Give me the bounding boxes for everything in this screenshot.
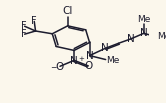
Text: N: N (127, 34, 135, 44)
Text: Cl: Cl (62, 6, 72, 16)
Text: O: O (84, 61, 93, 71)
Text: +: + (78, 56, 84, 62)
Text: Me: Me (137, 15, 150, 24)
Text: N: N (101, 43, 109, 53)
Text: Me: Me (157, 32, 166, 41)
Text: O: O (56, 62, 64, 72)
Text: −: − (50, 63, 57, 72)
Text: N: N (86, 51, 93, 61)
Text: N: N (140, 28, 148, 38)
Text: F: F (21, 21, 27, 31)
Text: N: N (70, 56, 78, 66)
Text: F: F (31, 16, 36, 26)
Text: Me: Me (106, 56, 120, 65)
Text: F: F (21, 29, 27, 39)
